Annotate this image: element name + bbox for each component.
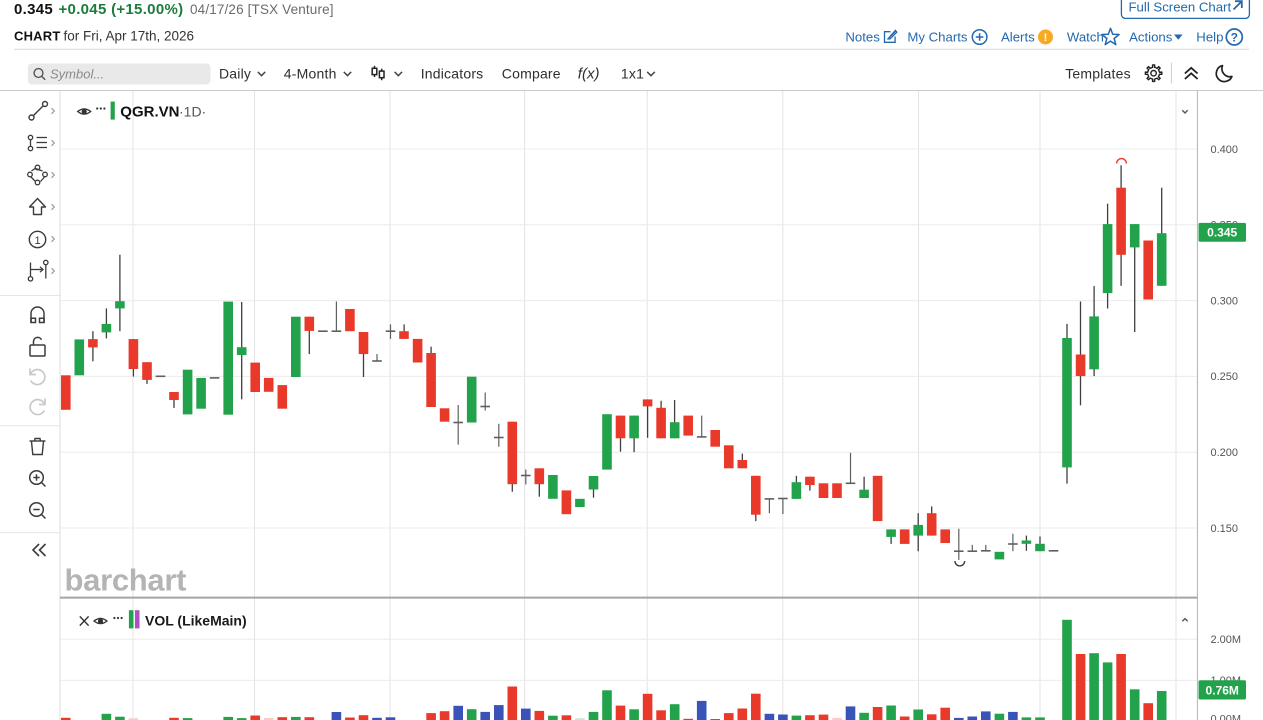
svg-text:2.00M: 2.00M (1211, 634, 1242, 646)
svg-text:0.345: 0.345 (1207, 226, 1237, 240)
svg-text:Full Screen Chart: Full Screen Chart (1129, 0, 1232, 15)
svg-text:0.300: 0.300 (1211, 295, 1239, 307)
svg-text:0.400: 0.400 (1211, 144, 1239, 156)
svg-text:Compare: Compare (502, 66, 561, 82)
svg-text:Templates: Templates (1065, 66, 1131, 82)
svg-text:0.345: 0.345 (14, 1, 53, 18)
svg-text:Indicators: Indicators (421, 66, 484, 82)
svg-text:1x1: 1x1 (621, 66, 644, 82)
svg-text:for Fri, Apr 17th, 2026: for Fri, Apr 17th, 2026 (64, 29, 195, 44)
svg-text:f(x): f(x) (578, 66, 600, 83)
svg-text:VOL (LikeMain): VOL (LikeMain) (145, 613, 247, 629)
svg-text:Notes: Notes (845, 30, 880, 45)
svg-text:0.76M: 0.76M (1206, 683, 1239, 697)
svg-text:0.250: 0.250 (1211, 371, 1239, 383)
svg-text:barchart: barchart (65, 563, 187, 598)
svg-text:Alerts: Alerts (1001, 30, 1035, 45)
svg-text:CHART: CHART (14, 29, 61, 44)
svg-text:Symbol...: Symbol... (50, 66, 104, 81)
svg-text:0.200: 0.200 (1211, 447, 1239, 459)
svg-text:·1D·: ·1D· (179, 103, 206, 119)
svg-text:+0.045 (+15.00%): +0.045 (+15.00%) (59, 1, 184, 18)
svg-text:Help: Help (1196, 30, 1223, 45)
svg-text:QGR.VN: QGR.VN (120, 104, 179, 121)
svg-text:Actions: Actions (1129, 30, 1173, 45)
svg-text:0.150: 0.150 (1211, 523, 1239, 535)
svg-text:Daily: Daily (219, 66, 251, 82)
svg-text:1: 1 (34, 235, 40, 247)
svg-text:04/17/26 [TSX Venture]: 04/17/26 [TSX Venture] (190, 2, 334, 17)
svg-text:!: ! (1044, 32, 1048, 44)
svg-text:My Charts: My Charts (907, 30, 967, 45)
svg-text:?: ? (1231, 31, 1238, 45)
svg-text:0.00M: 0.00M (1211, 713, 1242, 720)
svg-text:Watch: Watch (1067, 30, 1104, 45)
svg-text:4-Month: 4-Month (284, 66, 337, 82)
